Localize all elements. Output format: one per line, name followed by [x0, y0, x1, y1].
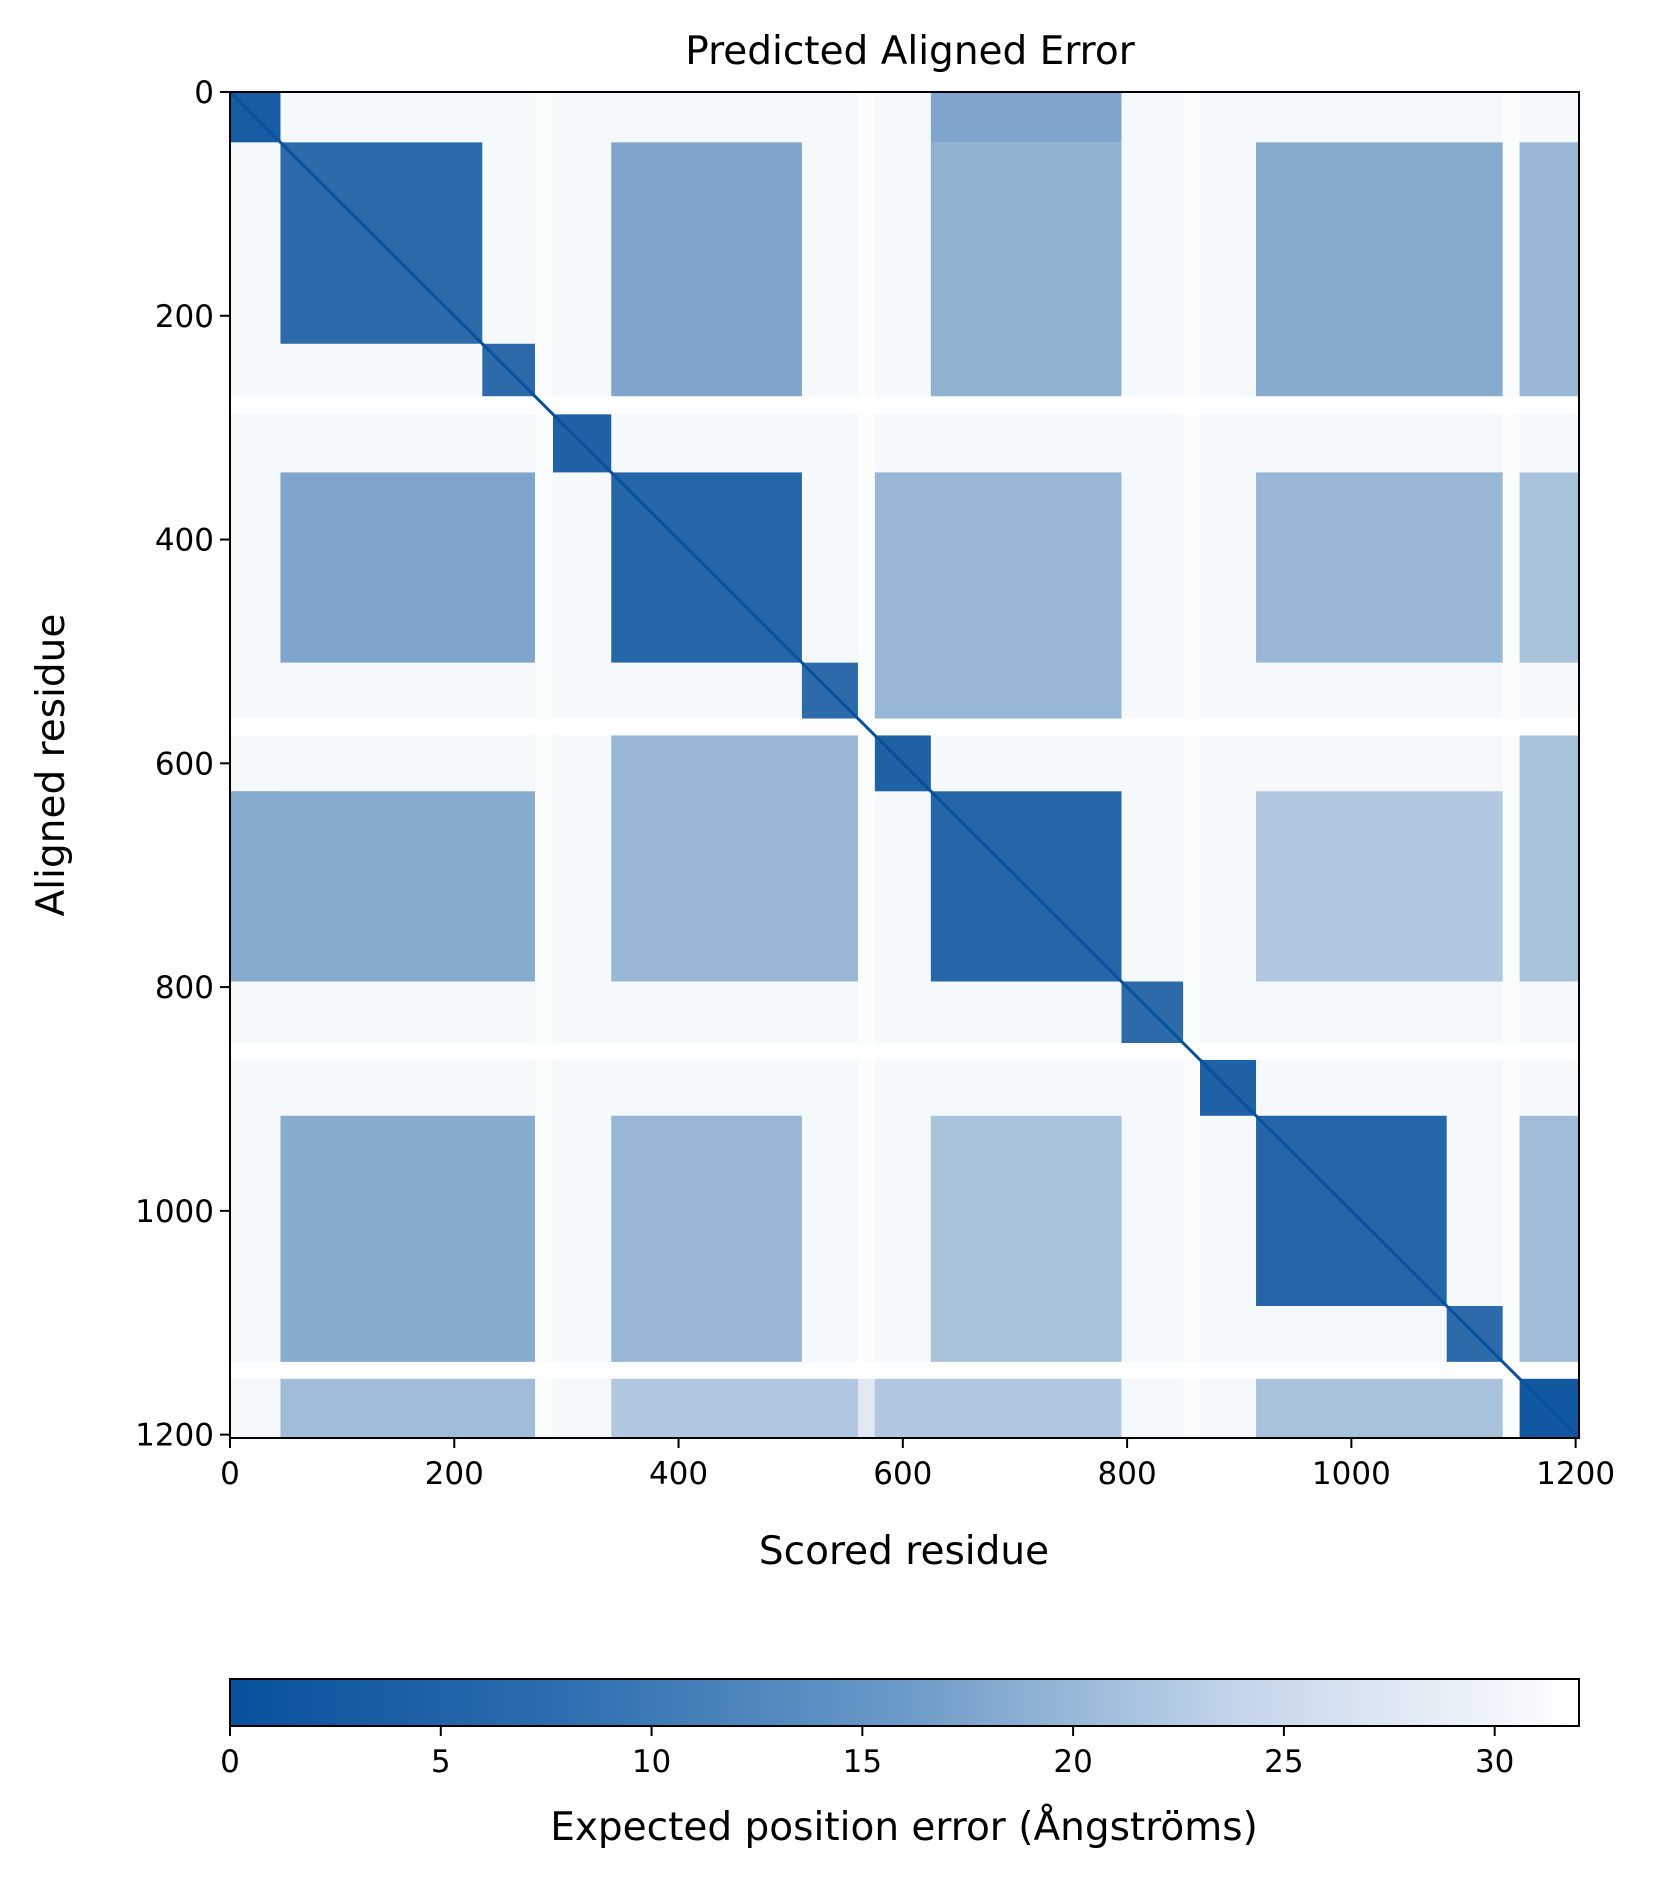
x-tick-label: 800 [1098, 1456, 1157, 1492]
x-tick-label: 600 [873, 1456, 932, 1492]
heatmap-frame [229, 91, 1580, 1439]
heatmap-block [1519, 735, 1579, 982]
x-axis: 0 200 400 600 800 1000 1200 [220, 1438, 1615, 1492]
y-tick-label: 400 [155, 523, 214, 559]
heatmap-block [1519, 1115, 1579, 1362]
colorbar: 0 5 10 15 20 25 30 Expected position error (Ån… [220, 1678, 1580, 1850]
heatmap-block [1256, 472, 1503, 663]
colorbar-tick-label: 10 [632, 1744, 671, 1780]
heatmap-block [1519, 142, 1579, 397]
heatmap-linker-row [230, 396, 1579, 415]
heatmap-linker-row [230, 718, 1579, 736]
colorbar-tick-label: 0 [220, 1744, 240, 1780]
x-tick-label: 1000 [1312, 1456, 1391, 1492]
heatmap-block [280, 1378, 536, 1438]
colorbar-axis: 0 5 10 15 20 25 30 [220, 1726, 1514, 1780]
heatmap-block [230, 791, 281, 982]
colorbar-label: Expected position error (Ångströms) [550, 1803, 1258, 1850]
x-tick-label: 0 [220, 1456, 240, 1492]
colorbar-tick-label: 15 [843, 1744, 882, 1780]
x-tick-label: 200 [425, 1456, 484, 1492]
heatmap-block [874, 472, 1122, 719]
y-tick-label: 800 [155, 970, 214, 1006]
heatmap-block [611, 1115, 802, 1362]
heatmap-area [228, 90, 1581, 1440]
heatmap-block [230, 791, 536, 982]
x-axis-label: Scored residue [759, 1529, 1049, 1574]
y-tick-label: 1200 [135, 1418, 214, 1454]
heatmap-block [1256, 142, 1503, 397]
heatmap-block [611, 735, 858, 982]
heatmap-linker-column [1183, 92, 1200, 1438]
colorbar-tick-label: 30 [1475, 1744, 1514, 1780]
colorbar-tick-label: 20 [1053, 1744, 1092, 1780]
colorbar-gradient [229, 1678, 1580, 1727]
heatmap-block [930, 92, 1122, 143]
y-tick-label: 1000 [135, 1194, 214, 1230]
heatmap-linker-row [230, 1043, 1579, 1060]
y-axis-label: Aligned residue [29, 614, 74, 917]
heatmap-linker-column [535, 92, 553, 1438]
y-tick-label: 200 [155, 299, 214, 335]
heatmap-linker-column [1502, 92, 1520, 1438]
y-axis: 0 200 400 600 800 1000 1200 [135, 75, 230, 1454]
heatmap-block [1519, 472, 1579, 663]
colorbar-tick-label: 25 [1264, 1744, 1303, 1780]
x-tick-label: 400 [649, 1456, 708, 1492]
heatmap-block [611, 142, 802, 397]
y-tick-label: 0 [194, 75, 214, 111]
heatmap-block [1256, 1378, 1503, 1438]
chart-title: Predicted Aligned Error [685, 29, 1135, 74]
heatmap-cells [230, 92, 1579, 1438]
heatmap-linker-row [230, 1361, 1579, 1379]
heatmap-block [280, 1115, 536, 1362]
heatmap-linker-column [857, 92, 875, 1438]
y-tick-label: 600 [155, 746, 214, 782]
heatmap-block [1256, 791, 1503, 982]
heatmap-block [930, 142, 1122, 397]
heatmap-diagonal [228, 90, 1581, 1440]
colorbar-tick-label: 5 [431, 1744, 451, 1780]
heatmap-block [930, 1115, 1122, 1362]
x-tick-label: 1200 [1536, 1456, 1615, 1492]
heatmap-block [280, 472, 536, 663]
